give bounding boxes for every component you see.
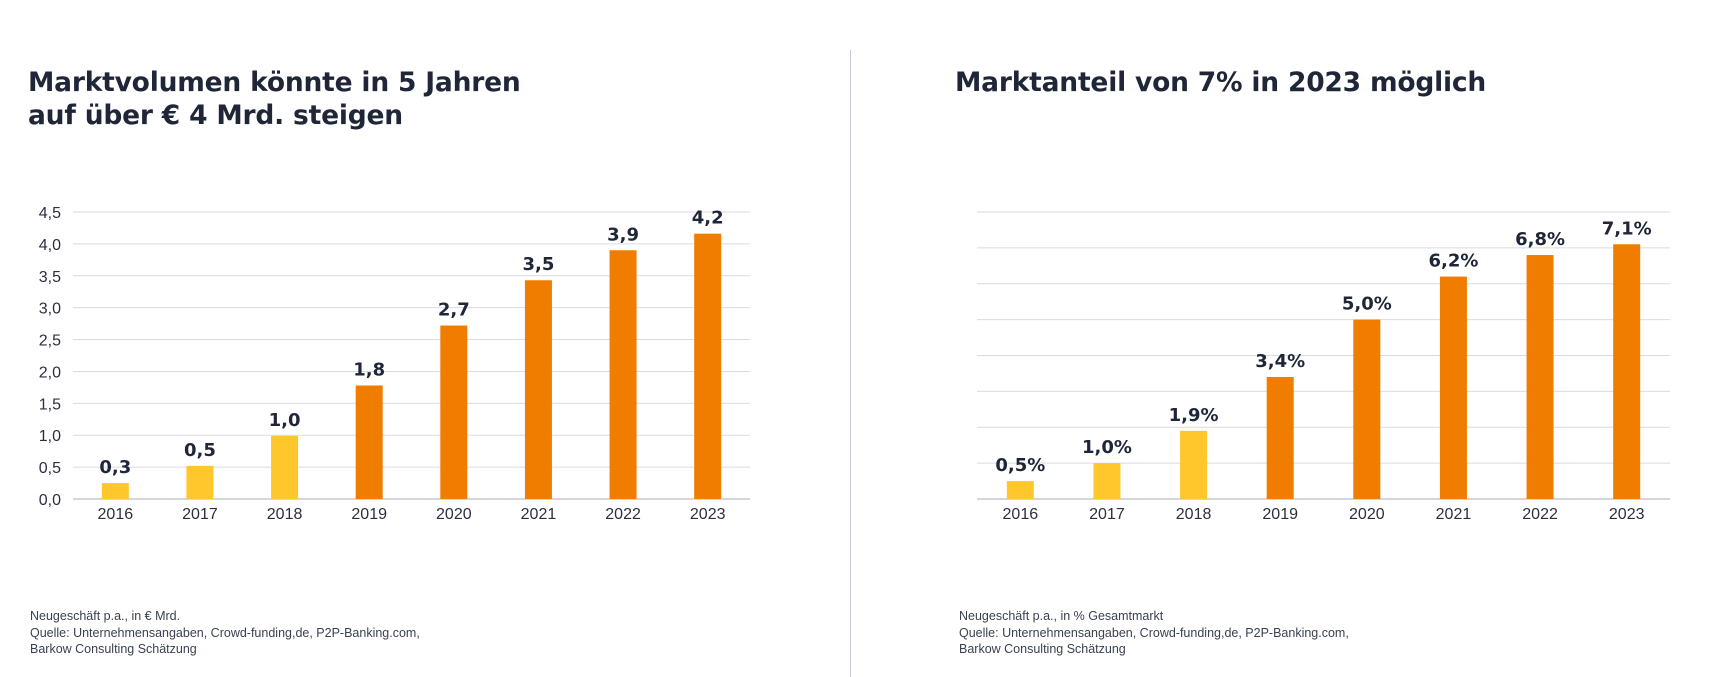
- bar-2022: [1526, 255, 1554, 499]
- footnote-unit: Neugeschäft p.a., in % Gesamtmarkt: [959, 609, 1164, 623]
- x-tick-label: 2021: [1436, 506, 1472, 523]
- x-tick-label: 2022: [1522, 506, 1558, 523]
- y-tick-label: 3,5: [39, 269, 61, 286]
- x-tick-label: 2019: [1262, 506, 1298, 523]
- bar-2017: [1093, 463, 1121, 499]
- y-tick-label: 0,5: [39, 460, 61, 477]
- data-label-2021: 3,5: [522, 254, 554, 275]
- x-tick-label: 2022: [605, 506, 641, 523]
- y-tick-label: 2,5: [39, 333, 61, 350]
- y-tick-label: 1,5: [39, 396, 61, 413]
- x-tick-label: 2019: [351, 506, 387, 523]
- bar-2020: [440, 325, 468, 499]
- x-tick-label: 2020: [436, 506, 472, 523]
- data-label-2020: 2,7: [438, 300, 470, 321]
- chart-title-line-1: Marktvolumen könnte in 5 Jahren: [28, 67, 521, 98]
- chart-panel-market-share: Marktanteil von 7% in 2023 möglich 0,5% 2…: [852, 0, 1725, 677]
- y-tick-label: 3,0: [39, 301, 61, 318]
- bar-2019: [355, 385, 383, 499]
- data-label-2023: 7,1%: [1602, 218, 1652, 239]
- bar-2021: [524, 280, 552, 499]
- data-label-2018: 1,9%: [1169, 405, 1219, 426]
- chart-title-line-1: Marktanteil von 7% in 2023 möglich: [955, 67, 1487, 98]
- chart-footnote: Neugeschäft p.a., in % Gesamtmarkt Quell…: [959, 608, 1349, 658]
- bar-chart-market-volume: 0,0 0,5 1,0 1,5 2,0 2,5 3,0 3,5 4,0 4,5 0,3 2016 0,5…: [39, 205, 750, 523]
- data-label-2023: 4,2: [692, 208, 724, 229]
- y-tick-label: 0,0: [39, 492, 61, 509]
- data-label-2021: 6,2%: [1428, 251, 1478, 272]
- data-label-2022: 3,9: [607, 224, 639, 245]
- chart-footnote: Neugeschäft p.a., in € Mrd. Quelle: Unte…: [30, 608, 420, 658]
- x-tick-label: 2016: [1003, 506, 1039, 523]
- bar-2019: [1266, 377, 1294, 499]
- data-label-2022: 6,8%: [1515, 229, 1565, 250]
- bar-2021: [1439, 276, 1467, 499]
- x-tick-label: 2023: [690, 506, 726, 523]
- chart-panel-market-volume: Marktvolumen könnte in 5 Jahren auf über…: [0, 0, 850, 677]
- y-tick-label: 2,0: [39, 364, 61, 381]
- bar-2018: [1180, 430, 1208, 499]
- x-tick-label: 2021: [521, 506, 557, 523]
- data-label-2017: 1,0%: [1082, 437, 1132, 458]
- footnote-source: Quelle: Unternehmensangaben, Crowd-fundi…: [959, 625, 1349, 640]
- bar-2017: [186, 465, 214, 499]
- bar-2020: [1353, 319, 1381, 499]
- data-label-2020: 5,0%: [1342, 294, 1392, 315]
- y-tick-label: 4,0: [39, 237, 61, 254]
- data-label-2017: 0,5: [184, 440, 216, 461]
- x-tick-label: 2017: [1089, 506, 1125, 523]
- data-label-2019: 1,8: [353, 359, 385, 380]
- bar-2023: [694, 233, 722, 499]
- bar-2023: [1613, 244, 1641, 499]
- bar-2022: [609, 250, 637, 499]
- bar-2018: [271, 435, 299, 499]
- chart-title-line-2: auf über € 4 Mrd. steigen: [28, 100, 403, 131]
- data-label-2016: 0,5%: [995, 455, 1045, 476]
- bar-2016: [1006, 481, 1034, 499]
- bar-chart-market-share: 0,5% 2016 1,0% 2017 1,9% 2018 3,4% 2019 5,0% 2020…: [977, 211, 1670, 523]
- data-label-2016: 0,3: [99, 457, 131, 478]
- chart-title: Marktanteil von 7% in 2023 möglich: [955, 66, 1486, 99]
- footnote-source: Quelle: Unternehmensangaben, Crowd-fundi…: [30, 625, 420, 640]
- x-tick-label: 2020: [1349, 506, 1385, 523]
- bar-2016: [101, 483, 129, 499]
- y-tick-label: 1,0: [39, 428, 61, 445]
- x-tick-label: 2016: [98, 506, 134, 523]
- data-label-2018: 1,0: [269, 410, 301, 431]
- y-tick-label: 4,5: [39, 205, 61, 222]
- data-label-2019: 3,4%: [1255, 351, 1305, 372]
- chart-title: Marktvolumen könnte in 5 Jahren auf über…: [28, 66, 521, 132]
- x-tick-label: 2018: [1176, 506, 1212, 523]
- panel-divider: [850, 50, 851, 677]
- footnote-unit: Neugeschäft p.a., in € Mrd.: [30, 609, 181, 623]
- footnote-source-cont: Barkow Consulting Schätzung: [959, 642, 1126, 656]
- x-tick-label: 2017: [182, 506, 218, 523]
- x-tick-label: 2023: [1609, 506, 1645, 523]
- footnote-source-cont: Barkow Consulting Schätzung: [30, 642, 197, 656]
- x-tick-label: 2018: [267, 506, 303, 523]
